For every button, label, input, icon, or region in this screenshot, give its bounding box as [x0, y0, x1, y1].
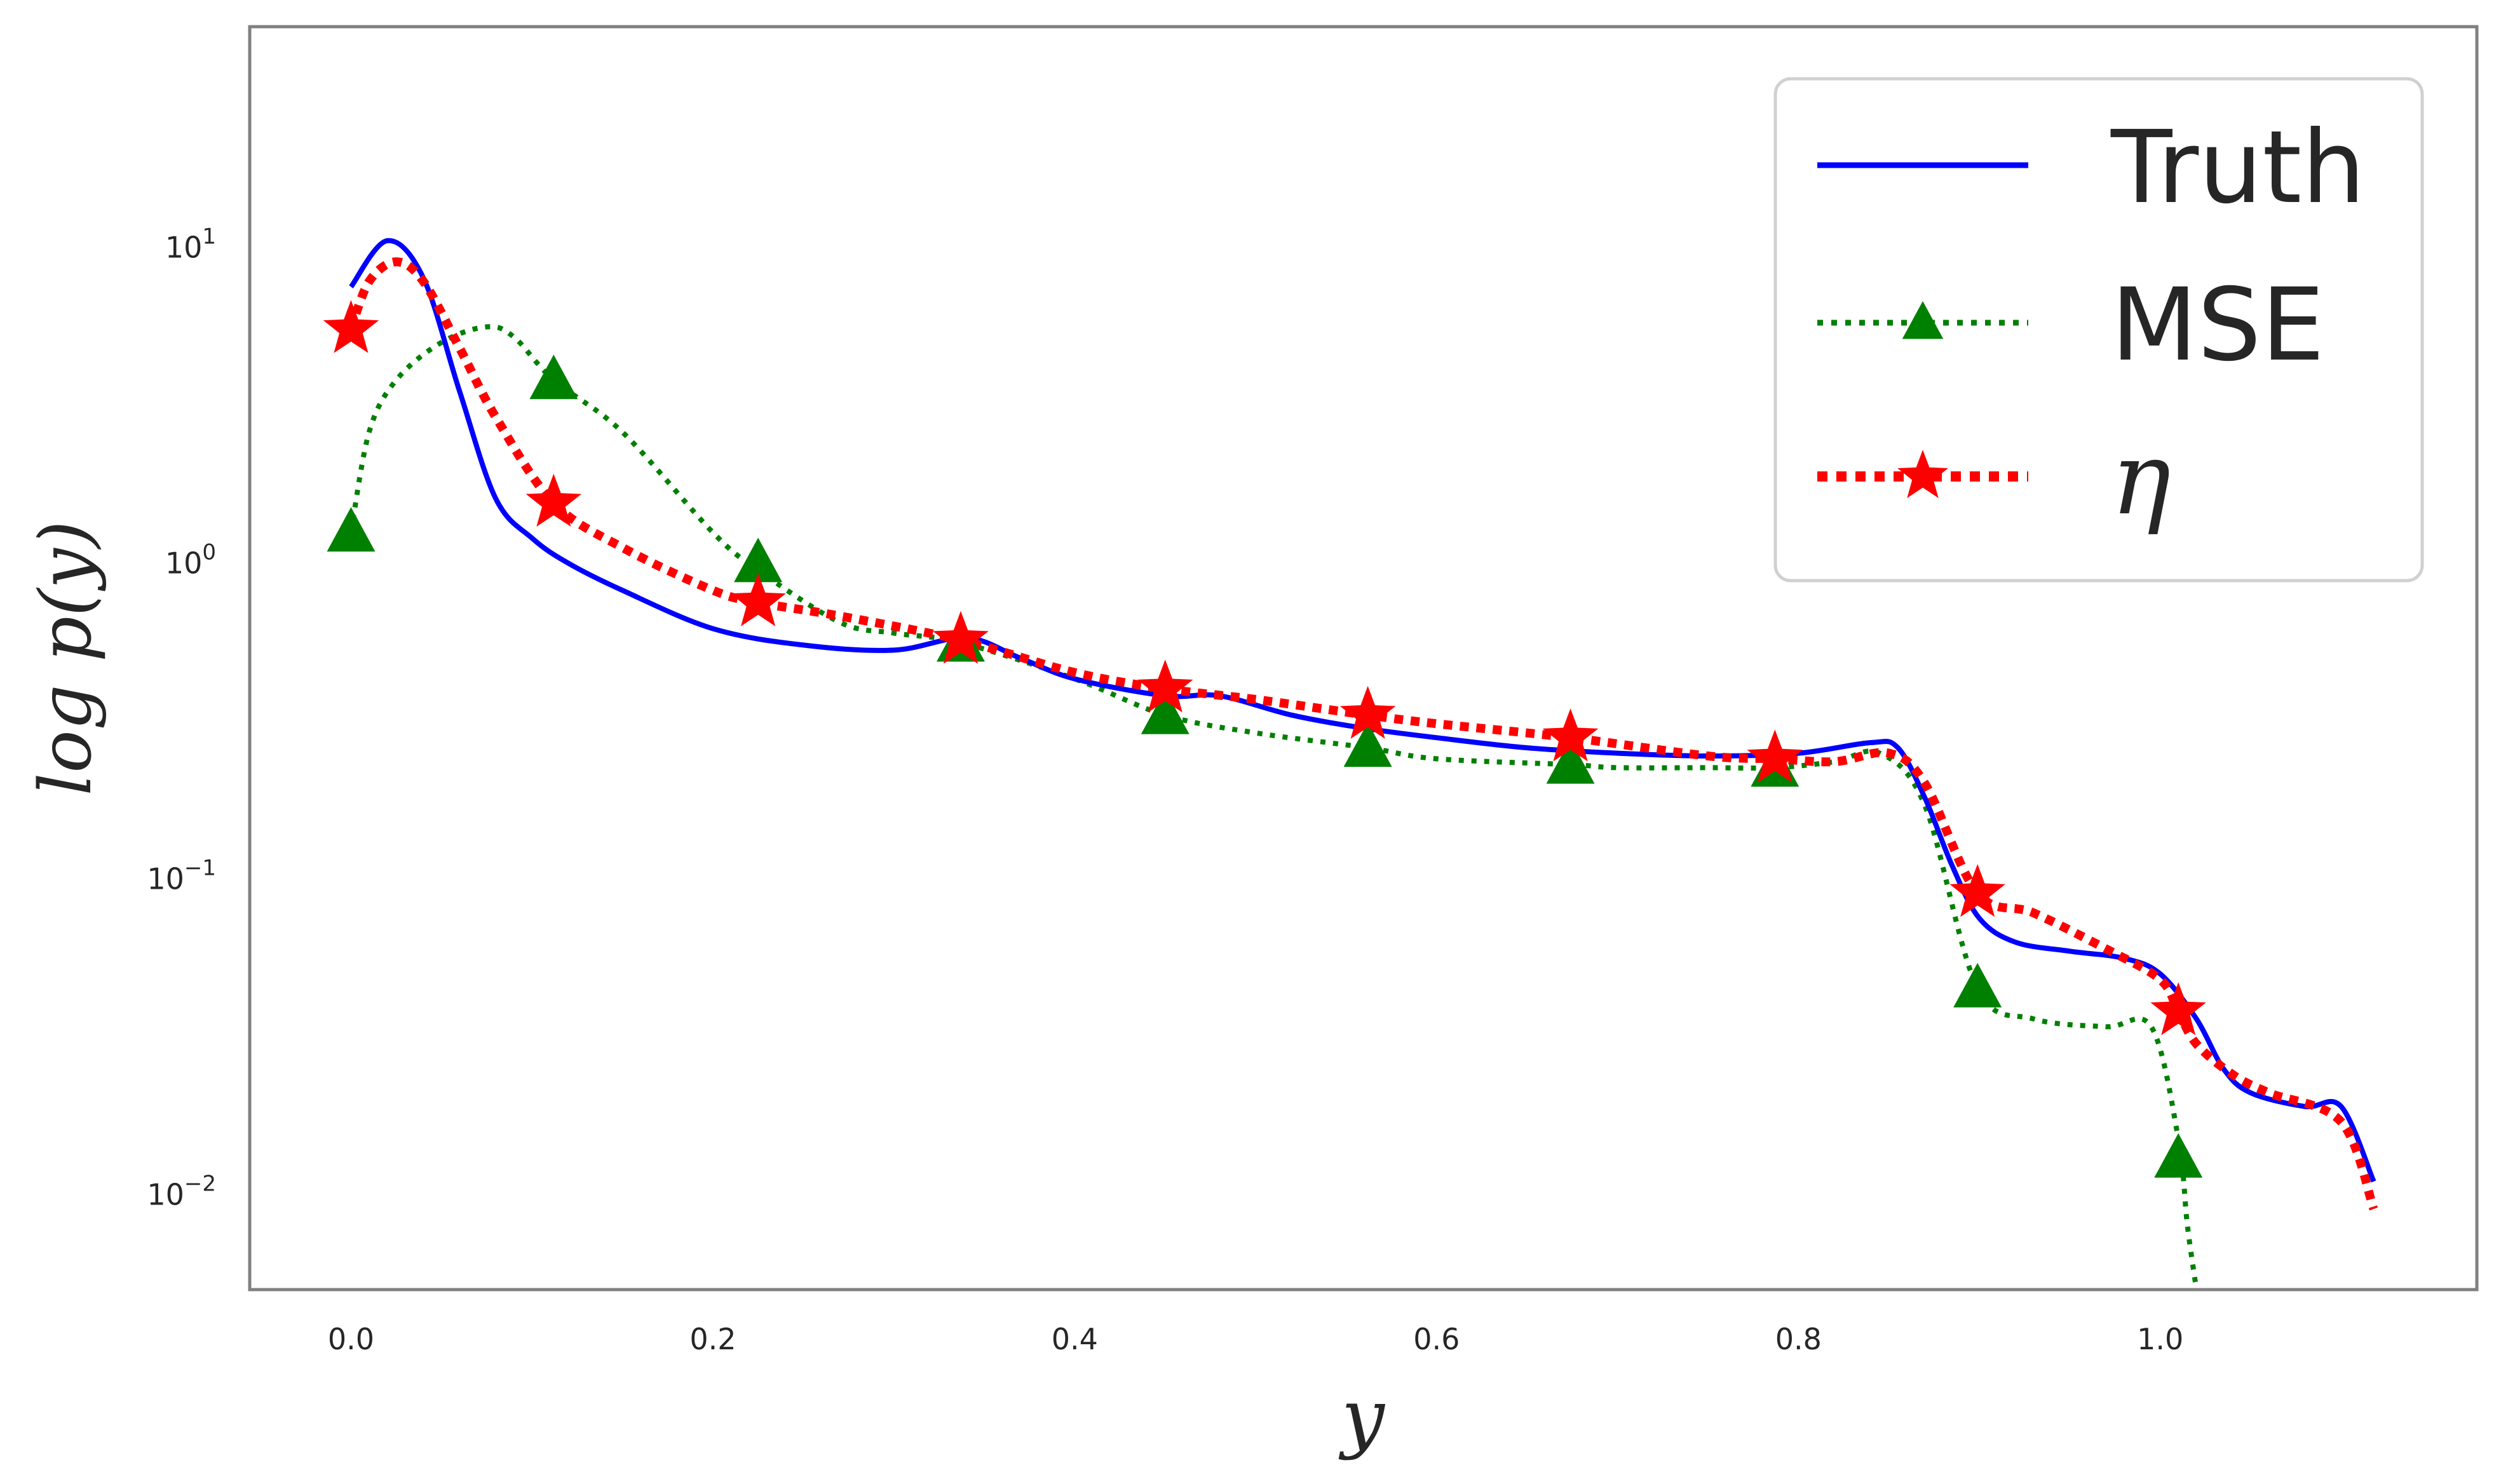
mse-marker — [1953, 962, 2002, 1008]
legend-label-mse: MSE — [2111, 267, 2324, 384]
eta-marker — [1747, 729, 1803, 783]
x-tick-label: 0.2 — [689, 1322, 736, 1356]
x-axis-ticks: 0.0 0.2 0.4 0.6 0.8 1.0 — [328, 1322, 2183, 1356]
legend-item-truth: Truth — [1817, 109, 2365, 226]
legend-item-eta: η — [1817, 421, 2171, 537]
mse-marker — [1546, 739, 1595, 784]
legend-marker-eta — [1897, 450, 1948, 498]
y-tick-label: 10−1 — [147, 855, 216, 896]
mse-marker — [734, 537, 783, 583]
eta-marker — [1542, 708, 1599, 762]
mse-marker — [1141, 689, 1190, 734]
y-tick-label: 101 — [165, 224, 216, 264]
x-tick-label: 1.0 — [2137, 1322, 2183, 1356]
series-line-eta — [346, 257, 2378, 1211]
legend-label-eta: η — [2111, 421, 2171, 537]
eta-marker — [1137, 659, 1193, 713]
eta-marker — [525, 473, 582, 527]
legend-item-mse: MSE — [1817, 267, 2324, 384]
eta-marker — [1949, 864, 2005, 917]
y-tick-label: 100 — [165, 539, 216, 580]
mse-marker — [1343, 722, 1392, 767]
eta-marker — [933, 610, 989, 664]
x-axis-label: y — [1338, 1373, 1386, 1462]
eta-marker — [2150, 982, 2206, 1035]
legend: Truth MSE η — [1773, 77, 2424, 583]
y-axis-label: log p(y) — [25, 521, 107, 796]
series-line-truth — [349, 238, 2376, 1183]
eta-marker — [323, 300, 379, 353]
x-tick-label: 0.0 — [328, 1322, 374, 1356]
mse-marker — [529, 354, 578, 400]
mse-marker — [2154, 1133, 2203, 1178]
x-tick-label: 0.4 — [1052, 1322, 1098, 1356]
legend-label-truth: Truth — [2110, 109, 2365, 226]
x-tick-label: 0.6 — [1413, 1322, 1460, 1356]
legend-marker-mse — [1902, 301, 1944, 339]
mse-marker — [327, 507, 376, 552]
eta-marker — [1339, 685, 1396, 739]
y-tick-label: 10−2 — [147, 1171, 216, 1211]
y-axis-ticks: 10−2 10−1 100 101 — [147, 224, 216, 1211]
series-layer — [323, 238, 2378, 1290]
x-tick-label: 0.8 — [1775, 1322, 1822, 1356]
eta-marker — [730, 573, 786, 626]
plot-area-frame — [248, 25, 2479, 1292]
legend-box — [1773, 77, 2424, 583]
